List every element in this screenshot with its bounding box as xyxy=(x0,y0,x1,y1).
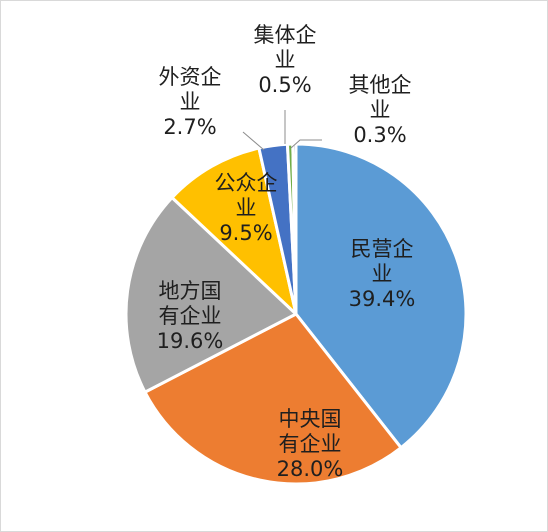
slice-label-public: 公众企业 9.5% xyxy=(215,171,278,245)
leader-line-foreign xyxy=(242,131,265,151)
pie-slice-central-soe xyxy=(143,312,403,486)
pie-slices xyxy=(124,142,468,486)
slice-label-other: 其他企业 0.3% xyxy=(349,73,412,147)
slice-label-collective: 集体企业 0.5% xyxy=(254,23,317,97)
slice-labels: 民营企业 39.4% 中央国有企业 28.0% 地方国有企业 19.6% 公众企业 9.5% 外… xyxy=(157,23,416,481)
slice-label-foreign: 外资企业 2.7% xyxy=(159,65,222,139)
slice-label-central-soe: 中央国有企业 28.0% xyxy=(277,407,344,481)
leader-lines xyxy=(242,110,322,151)
pie-slice-local-soe xyxy=(124,196,298,394)
pie-slice-public xyxy=(170,146,298,316)
leader-line-other xyxy=(290,139,322,149)
slice-label-private: 民营企业 39.4% xyxy=(349,237,416,311)
pie-slice-private xyxy=(294,142,468,450)
slice-label-local-soe: 地方国有企业 19.6% xyxy=(157,279,224,353)
